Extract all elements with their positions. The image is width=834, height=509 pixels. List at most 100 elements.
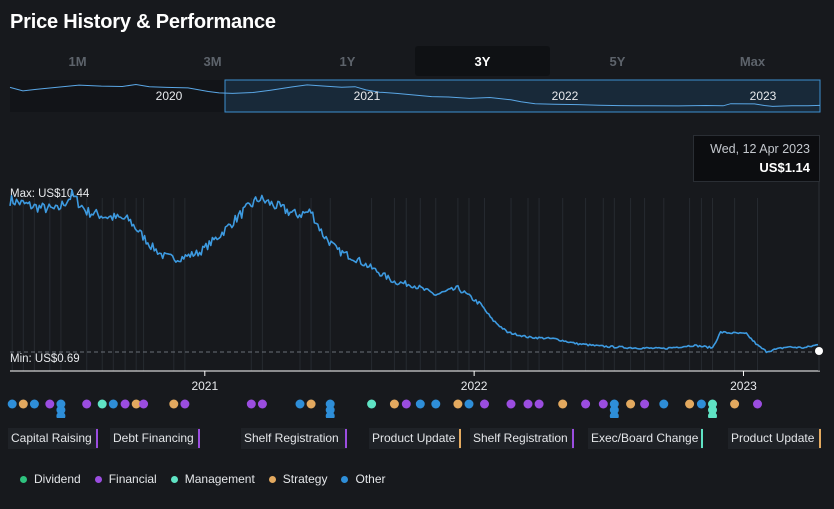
event-label-product-update-2[interactable]: Product Update [728, 428, 821, 449]
price-chart[interactable]: Max: US$10.44 Min: US$0.69 2021 2022 2023 [0, 118, 834, 418]
event-dot-other[interactable] [696, 399, 706, 409]
event-dot-strategy[interactable] [626, 399, 636, 409]
event-label-text: Shelf Registration [473, 431, 568, 445]
price-tooltip: Wed, 12 Apr 2023 US$1.14 [693, 135, 820, 182]
event-label-product-update[interactable]: Product Update [369, 428, 461, 449]
event-dot-financial[interactable] [45, 399, 55, 409]
legend-item-other[interactable]: Other [341, 472, 386, 486]
event-dot-strategy[interactable] [306, 399, 316, 409]
event-dot-financial[interactable] [598, 399, 608, 409]
legend-dot [268, 475, 276, 483]
event-dot-financial[interactable] [753, 399, 762, 409]
event-dot-other[interactable] [415, 399, 425, 409]
event-dot-financial[interactable] [120, 399, 130, 409]
x-tick-label: 2021 [191, 379, 218, 393]
tooltip-price: US$1.14 [759, 160, 810, 175]
legend-item-financial[interactable]: Financial [94, 472, 157, 486]
event-dot-strategy[interactable] [558, 399, 568, 409]
event-label-shelf-registration-2[interactable]: Shelf Registration [470, 428, 574, 449]
event-dot-strategy[interactable] [169, 399, 179, 409]
event-label-marker [459, 429, 461, 448]
timeframe-tabs: 1M 3M 1Y 3Y 5Y Max [10, 46, 820, 76]
event-dot-management[interactable] [367, 399, 377, 409]
navigator-year-2022: 2022 [552, 89, 579, 103]
hover-dot [815, 347, 823, 355]
event-label-debt-financing[interactable]: Debt Financing [110, 428, 200, 449]
legend-label: Management [184, 472, 255, 486]
event-label-marker [701, 429, 703, 448]
event-dot-financial[interactable] [534, 399, 544, 409]
event-label-capital-raising[interactable]: Capital Raising [8, 428, 98, 449]
event-label-text: Debt Financing [113, 431, 194, 445]
legend-item-management[interactable]: Management [170, 472, 255, 486]
event-dot-other[interactable] [431, 399, 441, 409]
legend-label: Strategy [282, 472, 328, 486]
tab-5y[interactable]: 5Y [609, 53, 626, 69]
tab-1m[interactable]: 1M [68, 53, 87, 69]
navigator-line [9, 83, 821, 107]
tooltip-date: Wed, 12 Apr 2023 [710, 142, 810, 156]
event-dot-financial[interactable] [523, 399, 533, 409]
event-dot-other[interactable] [56, 417, 65, 419]
event-label-text: Shelf Registration [244, 431, 339, 445]
range-navigator[interactable]: 2020 2021 2022 2023 [0, 78, 834, 114]
legend-label: Financial [108, 472, 157, 486]
event-dot-strategy[interactable] [453, 399, 463, 409]
event-dot-other[interactable] [7, 399, 17, 409]
event-dot-financial[interactable] [257, 399, 267, 409]
price-line-group [9, 189, 819, 354]
event-dot-financial[interactable] [180, 399, 190, 409]
tab-1y[interactable]: 1Y [339, 53, 356, 69]
events-row [7, 399, 762, 419]
event-label-marker [198, 429, 200, 448]
event-dot-other[interactable] [295, 399, 305, 409]
price-series-line [9, 189, 819, 354]
event-label-marker [819, 429, 821, 448]
event-dot-other[interactable] [29, 399, 39, 409]
event-dot-management[interactable] [97, 399, 107, 409]
event-dot-other[interactable] [659, 399, 669, 409]
event-dot-financial[interactable] [246, 399, 256, 409]
legend: Dividend Financial Management Strategy O… [20, 472, 386, 486]
max-price-label: Max: US$10.44 [10, 188, 90, 200]
legend-dot [341, 475, 349, 483]
event-dot-strategy[interactable] [730, 399, 740, 409]
event-dot-other[interactable] [108, 399, 118, 409]
event-label-text: Capital Raising [11, 431, 92, 445]
event-dot-strategy[interactable] [18, 399, 28, 409]
x-axis-ticks: 2021 2022 2023 [191, 371, 757, 393]
event-dot-other[interactable] [56, 411, 66, 419]
event-dot-financial[interactable] [506, 399, 516, 409]
event-label-marker [96, 429, 98, 448]
event-dot-other[interactable] [464, 399, 474, 409]
legend-dot [20, 475, 27, 483]
legend-label: Other [355, 472, 386, 486]
event-label-text: Product Update [731, 431, 815, 445]
min-price-label: Min: US$0.69 [10, 353, 80, 365]
event-dot-management[interactable] [708, 411, 717, 419]
event-label-marker [572, 429, 574, 448]
legend-item-strategy[interactable]: Strategy [268, 472, 328, 486]
event-label-exec-board-change[interactable]: Exec/Board Change [588, 428, 703, 449]
event-dot-financial[interactable] [581, 399, 591, 409]
event-label-shelf-registration[interactable]: Shelf Registration [241, 428, 347, 449]
event-dot-strategy[interactable] [131, 399, 141, 409]
event-label-text: Exec/Board Change [591, 431, 699, 445]
event-dot-financial[interactable] [82, 399, 92, 409]
event-dot-strategy[interactable] [685, 399, 695, 409]
tab-3y[interactable]: 3Y [415, 46, 550, 76]
event-dot-other[interactable] [325, 411, 335, 419]
event-dot-other[interactable] [609, 411, 619, 419]
event-dot-other[interactable] [326, 417, 335, 419]
legend-item-dividend[interactable]: Dividend [20, 472, 81, 486]
tab-3m[interactable]: 3M [203, 53, 222, 69]
navigator-selection[interactable] [224, 79, 821, 113]
event-dot-financial[interactable] [640, 399, 650, 409]
navigator-year-2020: 2020 [156, 89, 183, 103]
event-dot-financial[interactable] [480, 399, 489, 409]
event-dot-financial[interactable] [139, 399, 149, 409]
event-dot-financial[interactable] [401, 399, 411, 409]
tab-max[interactable]: Max [739, 53, 766, 69]
event-dot-strategy[interactable] [389, 399, 399, 409]
navigator-year-2021: 2021 [354, 89, 381, 103]
